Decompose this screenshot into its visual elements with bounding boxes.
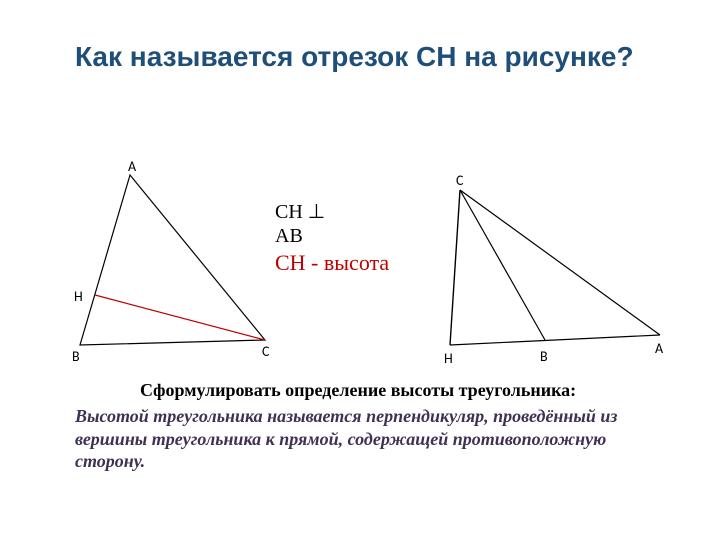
triangle-right-sides xyxy=(460,190,660,335)
formula-line3: CH - высота xyxy=(275,250,389,276)
segment-CB-right xyxy=(460,190,545,340)
label-B-left: B xyxy=(72,348,80,365)
formula-ch: CH xyxy=(275,201,303,223)
label-C-left: C xyxy=(262,343,269,360)
definition-text: Высотой треугольника называется перпенди… xyxy=(75,405,645,473)
label-H-left: H xyxy=(74,288,83,305)
label-A-right: A xyxy=(655,340,663,357)
formula-line2: AB xyxy=(275,224,303,248)
label-H-right: H xyxy=(444,350,453,367)
altitude-right xyxy=(450,190,460,345)
formula-line1: CH ⊥ xyxy=(275,200,325,224)
label-C-right: C xyxy=(456,172,463,189)
triangle-left xyxy=(80,175,265,345)
label-B-right: B xyxy=(540,348,548,365)
baseline-right xyxy=(450,335,660,345)
perp-symbol: ⊥ xyxy=(308,201,325,223)
altitude-left xyxy=(95,295,265,340)
prompt-text: Сформулировать определение высоты треуго… xyxy=(140,380,576,401)
label-A-left: A xyxy=(128,158,136,175)
